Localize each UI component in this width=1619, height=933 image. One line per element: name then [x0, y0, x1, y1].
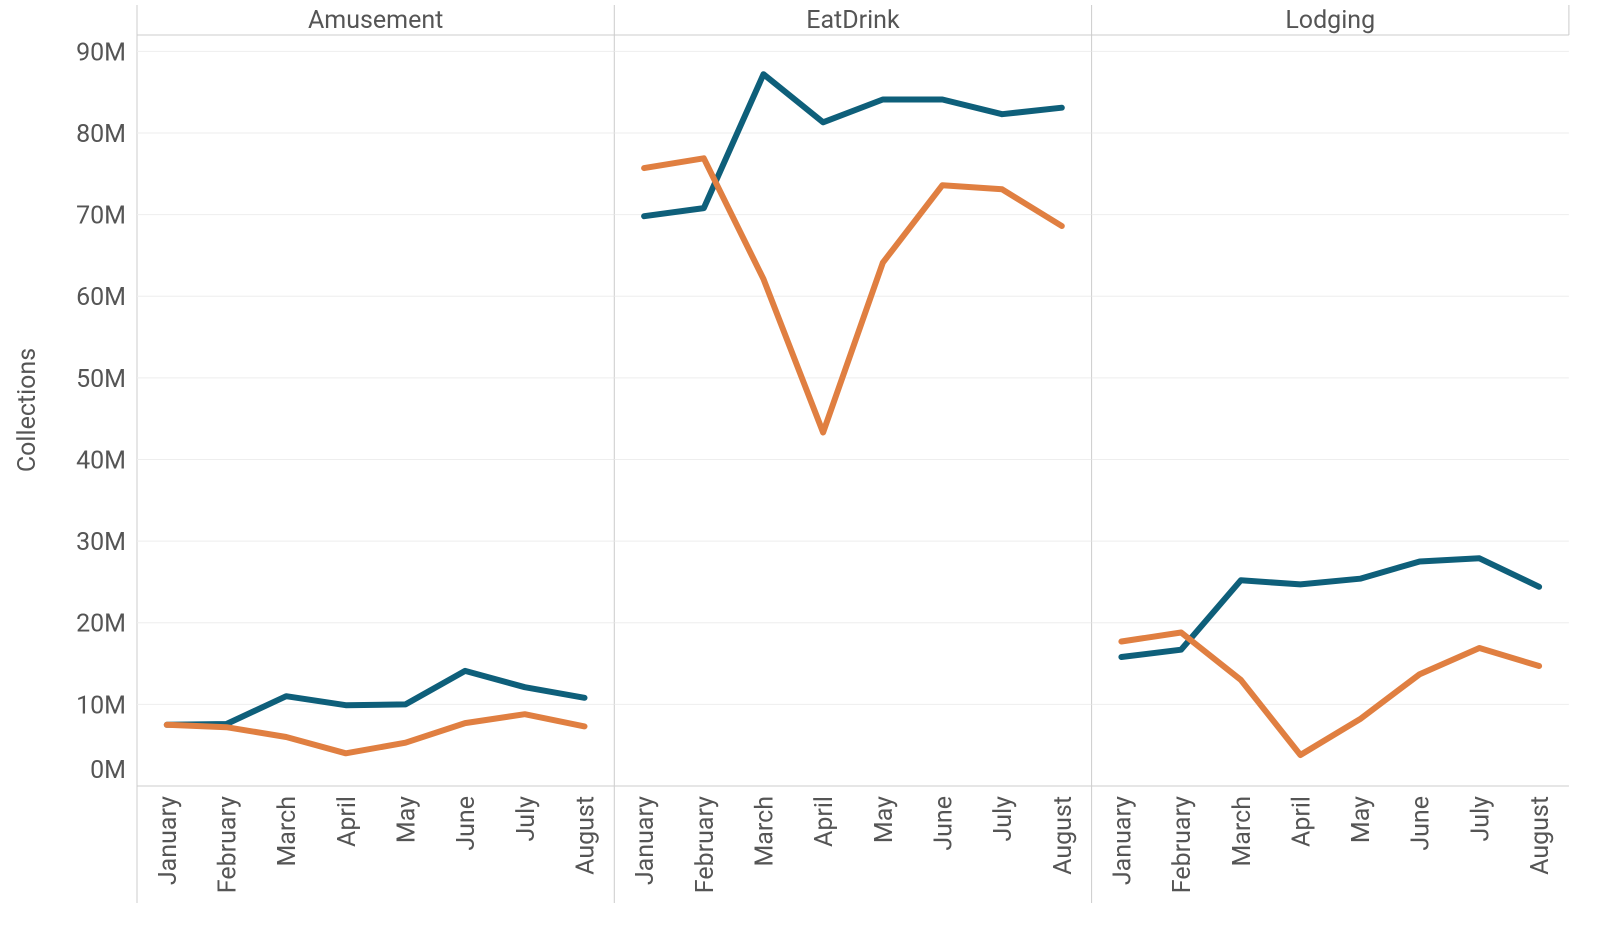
series-line — [1118, 555, 1543, 660]
x-tick-label: July — [512, 796, 541, 842]
y-tick-label: 50M — [76, 365, 126, 394]
series-line — [163, 667, 588, 728]
x-tick-label: August — [1049, 796, 1078, 875]
x-tick-label: May — [392, 796, 421, 843]
x-tick-label: July — [989, 796, 1018, 842]
x-tick-label: June — [452, 796, 481, 851]
x-tick-label: August — [571, 796, 600, 875]
x-tick-label: April — [333, 796, 362, 847]
x-tick-label: August — [1526, 796, 1555, 875]
x-tick-label: June — [929, 796, 958, 851]
x-tick-label: February — [1168, 796, 1197, 893]
series-line — [641, 71, 1065, 220]
y-tick-label: 30M — [76, 528, 126, 557]
x-tick-label: June — [1407, 796, 1436, 851]
x-tick-label: May — [1347, 796, 1376, 843]
x-tick-label: February — [213, 796, 242, 893]
x-tick-label: March — [273, 796, 302, 867]
y-tick-label: 80M — [76, 120, 126, 149]
series-line — [641, 155, 1065, 436]
x-tick-label: January — [154, 796, 183, 885]
x-tick-label: January — [631, 796, 660, 885]
x-tick-label: January — [1108, 796, 1137, 885]
y-tick-label: 0M — [90, 756, 126, 785]
y-tick-label: 60M — [76, 283, 126, 312]
x-tick-label: February — [691, 796, 720, 893]
panel-title: EatDrink — [806, 6, 900, 35]
series-line — [163, 711, 588, 757]
y-tick-label: 90M — [76, 38, 126, 67]
x-tick-label: April — [1287, 796, 1316, 847]
panel-title: Lodging — [1285, 6, 1375, 35]
y-tick-label: 70M — [76, 202, 126, 231]
x-tick-label: July — [1466, 796, 1495, 842]
x-tick-label: March — [750, 796, 779, 867]
panel-title: Amusement — [308, 6, 443, 35]
series-line — [1118, 629, 1543, 758]
y-tick-label: 10M — [76, 691, 126, 720]
x-tick-label: May — [870, 796, 899, 843]
x-tick-label: March — [1228, 796, 1257, 867]
y-axis-label: Collections — [13, 348, 42, 472]
y-tick-label: 40M — [76, 446, 126, 475]
x-tick-label: April — [810, 796, 839, 847]
y-tick-label: 20M — [76, 610, 126, 639]
